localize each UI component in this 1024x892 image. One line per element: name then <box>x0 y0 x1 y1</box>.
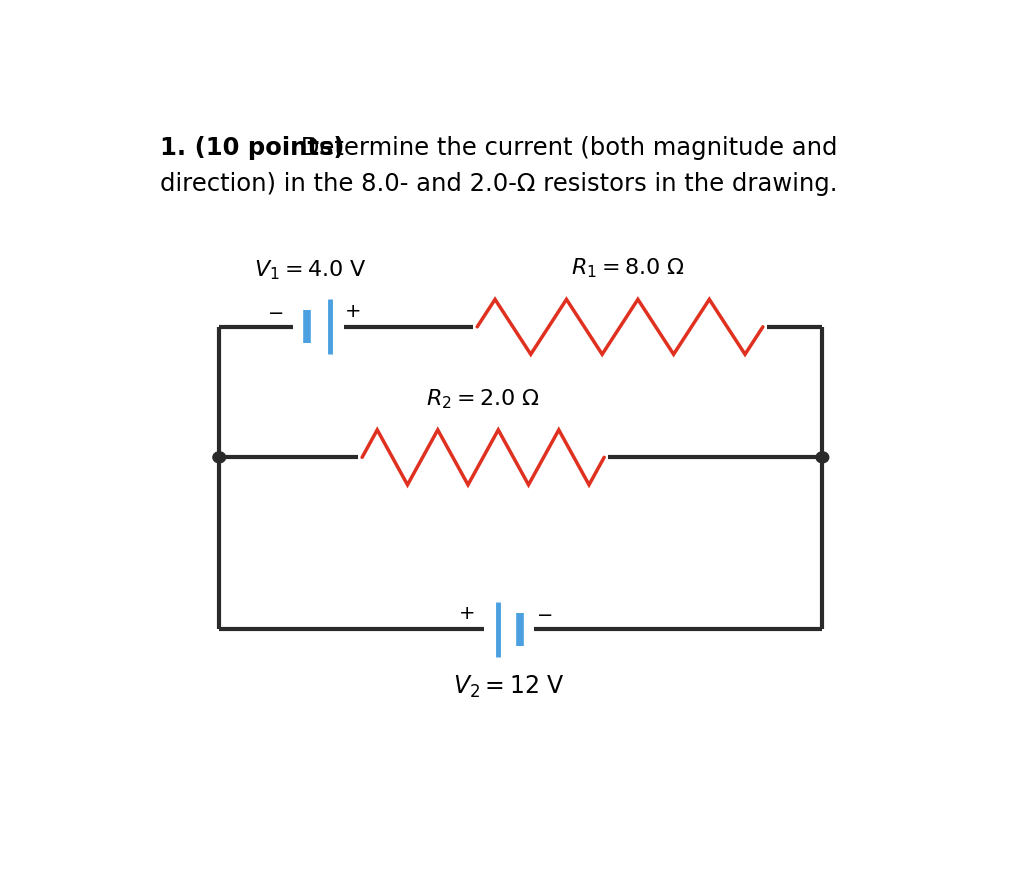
Text: $-$: $-$ <box>536 605 552 624</box>
Text: Determine the current (both magnitude and: Determine the current (both magnitude an… <box>293 136 838 160</box>
Circle shape <box>213 452 225 463</box>
Text: $V_1 = 4.0$ V: $V_1 = 4.0$ V <box>254 259 367 282</box>
Text: $V_2 = 12$ V: $V_2 = 12$ V <box>453 673 565 700</box>
Text: $R_1 = 8.0\ \Omega$: $R_1 = 8.0\ \Omega$ <box>571 257 685 280</box>
Text: $+$: $+$ <box>344 302 360 321</box>
Text: direction) in the 8.0- and 2.0-Ω resistors in the drawing.: direction) in the 8.0- and 2.0-Ω resisto… <box>160 171 838 195</box>
Text: $R_2 = 2.0\ \Omega$: $R_2 = 2.0\ \Omega$ <box>426 387 540 410</box>
Text: 1. (10 points): 1. (10 points) <box>160 136 344 160</box>
Text: $-$: $-$ <box>267 302 284 321</box>
Text: $+$: $+$ <box>458 605 474 624</box>
Circle shape <box>816 452 828 463</box>
